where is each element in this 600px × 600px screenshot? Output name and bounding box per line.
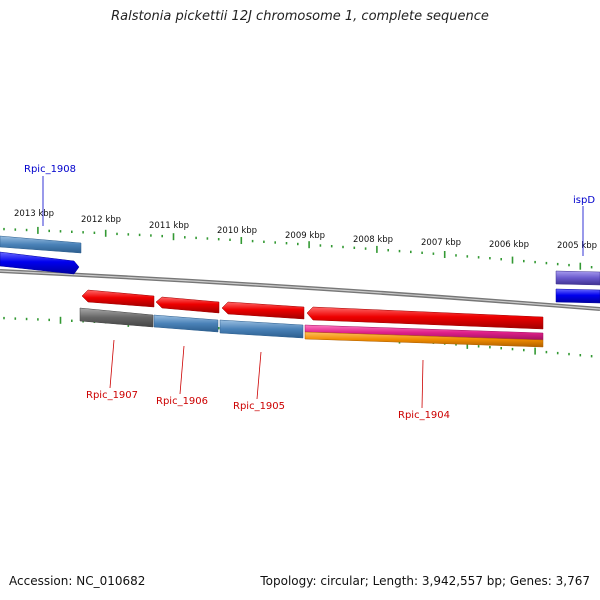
gene-rpic-1908-feature[interactable] — [0, 235, 82, 254]
kbp-label: 2005 kbp — [557, 241, 597, 251]
kbp-label: 2007 kbp — [421, 238, 461, 248]
leader-lines — [42, 176, 584, 409]
kbp-label: 2012 kbp — [81, 215, 121, 225]
kbp-label: 2011 kbp — [149, 221, 189, 231]
kbp-label: 2008 kbp — [353, 235, 393, 245]
map-title: Ralstonia pickettii 12J chromosome 1, co… — [111, 9, 489, 24]
gene-label-rpic-1908[interactable]: Rpic_1908 — [24, 164, 76, 175]
kbp-labels: 2013 kbp 2012 kbp 2011 kbp 2010 kbp 2009… — [14, 209, 597, 251]
gene-rpic-1906-cds[interactable] — [155, 296, 220, 314]
gene-ispd-cds[interactable] — [555, 288, 600, 304]
kbp-label: 2009 kbp — [285, 231, 325, 241]
gene-labels: Rpic_1908 ispD Rpic_1907 Rpic_1906 Rpic_… — [24, 164, 595, 421]
gene-rpic-1907-cds[interactable] — [81, 289, 155, 308]
topology-summary: Topology: circular; Length: 3,942,557 bp… — [260, 574, 590, 588]
gene-rpic-1907-feature[interactable] — [79, 307, 154, 328]
gene-rpic-1908-cds[interactable] — [0, 251, 80, 275]
gene-label-ispd[interactable]: ispD — [573, 195, 595, 206]
gene-ispd-feature[interactable] — [555, 270, 600, 286]
gene-rpic-1905-feature[interactable] — [219, 319, 304, 339]
backbone — [0, 269, 600, 311]
gene-rpic-1904-orange-feature[interactable] — [304, 331, 544, 348]
outer-scale-track — [3, 226, 593, 270]
gene-label-rpic-1906[interactable]: Rpic_1906 — [156, 396, 208, 407]
kbp-label: 2006 kbp — [489, 240, 529, 250]
kbp-label: 2010 kbp — [217, 226, 257, 236]
gene-rpic-1904-cds[interactable] — [306, 306, 544, 330]
gene-rpic-1906-feature[interactable] — [153, 314, 219, 333]
kbp-label: 2013 kbp — [14, 209, 54, 219]
gene-label-rpic-1907[interactable]: Rpic_1907 — [86, 390, 138, 401]
gene-rpic-1905-cds[interactable] — [221, 301, 305, 320]
accession-text: Accession: NC_010682 — [9, 574, 146, 588]
gene-label-rpic-1905[interactable]: Rpic_1905 — [233, 401, 285, 412]
gene-label-rpic-1904[interactable]: Rpic_1904 — [398, 410, 450, 421]
